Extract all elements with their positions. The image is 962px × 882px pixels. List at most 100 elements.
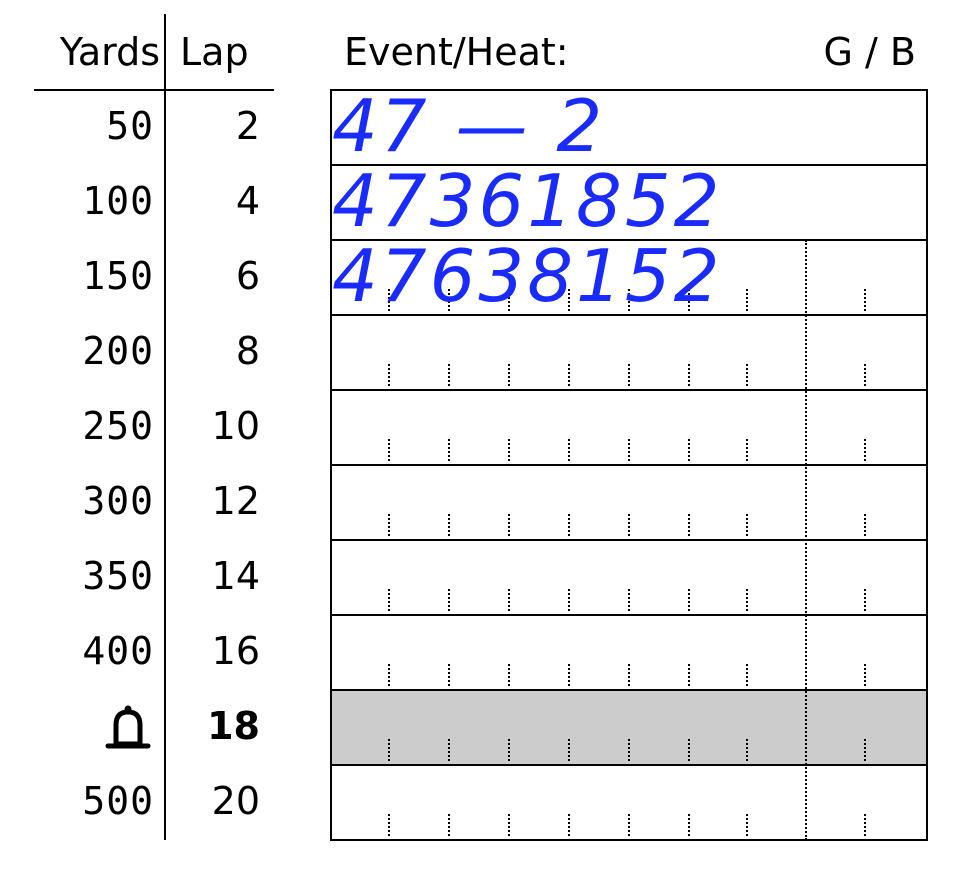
dotted-guide-line [805, 240, 807, 840]
lap-cell: 2 [235, 104, 260, 148]
lane-tick-mark [628, 664, 630, 686]
bell-icon [104, 689, 152, 764]
lap-cell: 8 [235, 329, 260, 373]
lane-tick-mark [508, 589, 510, 611]
lane-tick-mark [448, 364, 450, 386]
lane-tick-mark [746, 589, 748, 611]
lane-tick-mark [508, 814, 510, 836]
lap-box[interactable] [330, 316, 928, 391]
event-heat-label: Event/Heat: [344, 30, 569, 74]
column-divider [164, 14, 166, 840]
gender-label: G / B [823, 30, 916, 74]
handwritten-lane-order-1: 47361852 [332, 159, 723, 243]
lane-tick-mark [688, 739, 690, 761]
lane-tick-mark [746, 439, 748, 461]
lane-tick-mark [746, 664, 748, 686]
lap-cell: 20 [211, 779, 260, 823]
lane-tick-mark [628, 289, 630, 311]
lane-tick-mark [388, 439, 390, 461]
yards-cell: 350 [82, 554, 154, 598]
lane-tick-mark [746, 814, 748, 836]
lap-box[interactable] [330, 541, 928, 616]
lane-tick-mark [864, 814, 866, 836]
lane-tick-mark [388, 364, 390, 386]
lap-cell: 12 [211, 479, 260, 523]
lane-tick-mark [864, 439, 866, 461]
yards-cell: 100 [82, 179, 154, 223]
lane-tick-mark [388, 664, 390, 686]
lane-tick-mark [448, 814, 450, 836]
lane-tick-mark [448, 439, 450, 461]
lane-tick-mark [746, 289, 748, 311]
lap-cell: 16 [211, 629, 260, 673]
lane-tick-mark [448, 514, 450, 536]
lane-tick-mark [388, 589, 390, 611]
lane-tick-mark [864, 664, 866, 686]
lap-box[interactable] [330, 391, 928, 466]
lane-tick-mark [688, 814, 690, 836]
lane-tick-mark [448, 739, 450, 761]
lap-box[interactable] [330, 466, 928, 541]
lap-box[interactable] [330, 89, 928, 166]
lane-tick-mark [864, 589, 866, 611]
lap-box[interactable] [330, 166, 928, 241]
lane-tick-mark [688, 364, 690, 386]
yards-cell: 250 [82, 404, 154, 448]
yards-cell: 500 [82, 779, 154, 823]
yards-cell: 50 [106, 104, 154, 148]
lane-tick-mark [388, 514, 390, 536]
lane-tick-mark [864, 739, 866, 761]
lane-tick-mark [628, 589, 630, 611]
lane-tick-mark [864, 289, 866, 311]
lane-tick-mark [746, 514, 748, 536]
yards-cell: 400 [82, 629, 154, 673]
lap-cell: 6 [235, 254, 260, 298]
lane-tick-mark [688, 514, 690, 536]
lane-tick-mark [688, 439, 690, 461]
lane-tick-mark [746, 364, 748, 386]
lane-tick-mark [508, 364, 510, 386]
lane-tick-mark [508, 739, 510, 761]
lane-tick-mark [568, 439, 570, 461]
lap-box[interactable] [330, 616, 928, 691]
lane-tick-mark [568, 664, 570, 686]
lane-tick-mark [628, 514, 630, 536]
lane-tick-mark [508, 664, 510, 686]
lane-tick-mark [388, 739, 390, 761]
yards-cell: 300 [82, 479, 154, 523]
lane-tick-mark [568, 364, 570, 386]
lap-cell: 10 [211, 404, 260, 448]
lane-tick-mark [688, 589, 690, 611]
lap-box[interactable] [330, 241, 928, 316]
lane-tick-mark [628, 814, 630, 836]
lane-tick-mark [508, 439, 510, 461]
lane-tick-mark [688, 664, 690, 686]
header-underline [34, 89, 274, 91]
lane-tick-mark [864, 364, 866, 386]
lane-tick-mark [508, 289, 510, 311]
lane-tick-mark [568, 739, 570, 761]
lane-tick-mark [448, 289, 450, 311]
lane-tick-mark [508, 514, 510, 536]
handwritten-event-heat: 47 — 2 [332, 84, 606, 168]
yards-column-header: Yards [59, 30, 160, 74]
lane-tick-mark [448, 589, 450, 611]
lane-tick-mark [628, 439, 630, 461]
yards-cell: 150 [82, 254, 154, 298]
lane-tick-mark [746, 739, 748, 761]
lap-cell: 14 [211, 554, 260, 598]
lane-tick-mark [628, 364, 630, 386]
lap-cell: 18 [207, 704, 260, 748]
lane-tick-mark [568, 814, 570, 836]
lap-column-header: Lap [180, 30, 249, 74]
lane-tick-mark [568, 514, 570, 536]
lane-tick-mark [568, 589, 570, 611]
lap-box[interactable] [330, 766, 928, 841]
lane-tick-mark [448, 664, 450, 686]
lap-cell: 4 [235, 179, 260, 223]
lane-tick-mark [388, 289, 390, 311]
lane-tick-mark [864, 514, 866, 536]
lane-tick-mark [688, 289, 690, 311]
lane-tick-mark [628, 739, 630, 761]
yards-cell: 200 [82, 329, 154, 373]
